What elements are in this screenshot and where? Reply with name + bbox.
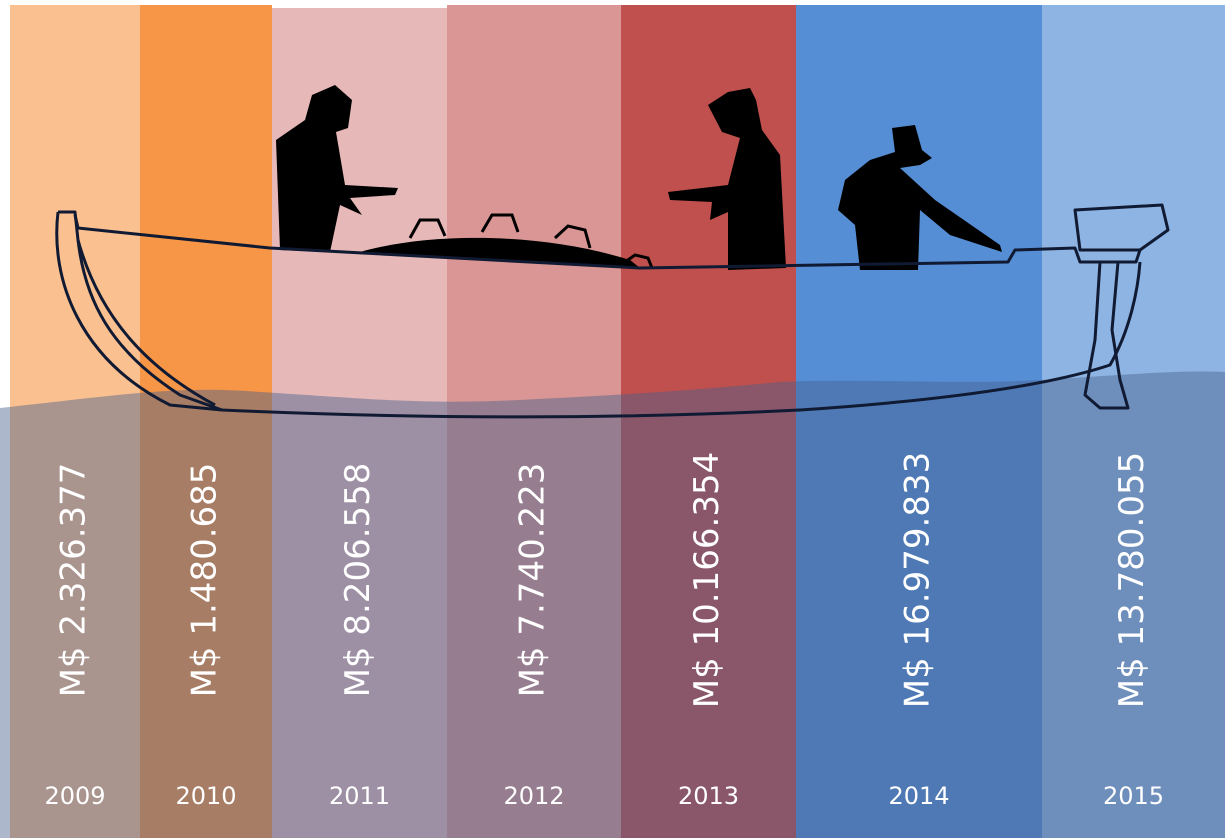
year-label: 2010 bbox=[175, 782, 236, 810]
infographic: M$ 2.326.377 2009 M$ 1.480.685 2010 M$ 8.206… bbox=[0, 0, 1225, 838]
amount-label: M$ 13.780.055 bbox=[1112, 452, 1152, 708]
year-label: 2012 bbox=[503, 782, 564, 810]
amount-label: M$ 2.326.377 bbox=[54, 463, 94, 698]
year-label: 2013 bbox=[678, 782, 739, 810]
year-label: 2011 bbox=[329, 782, 390, 810]
amount-label: M$ 16.979.833 bbox=[898, 452, 938, 708]
amount-label: M$ 1.480.685 bbox=[185, 463, 225, 698]
amount-label: M$ 8.206.558 bbox=[338, 463, 378, 698]
amount-label: M$ 7.740.223 bbox=[513, 463, 553, 698]
year-label: 2015 bbox=[1103, 782, 1164, 810]
year-label: 2014 bbox=[888, 782, 949, 810]
amount-label: M$ 10.166.354 bbox=[687, 452, 727, 708]
year-label: 2009 bbox=[44, 782, 105, 810]
